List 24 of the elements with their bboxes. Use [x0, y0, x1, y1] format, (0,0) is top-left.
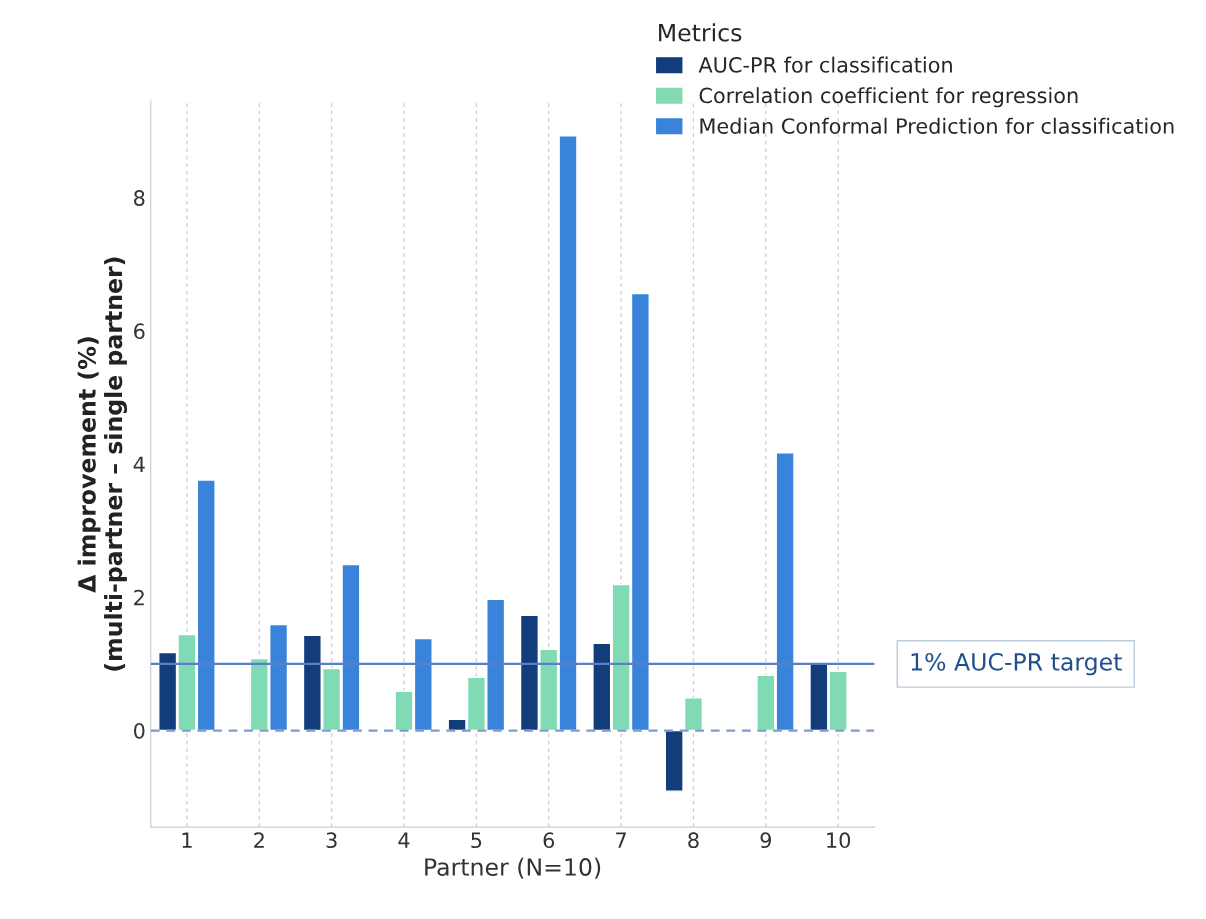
bar — [683, 697, 704, 732]
y-tick-label: 8 — [134, 190, 145, 206]
legend-label: Correlation coefficient for regression — [699, 87, 1078, 108]
x-tick-label: 10 — [827, 832, 851, 849]
x-tick-label: 4 — [398, 832, 410, 848]
x-tick-label: 6 — [543, 832, 555, 849]
x-axis-title: Partner (N=10) — [425, 857, 601, 879]
y-tick-label: 4 — [133, 456, 145, 473]
legend-label: AUC-PR for classification — [698, 56, 952, 73]
bar — [664, 729, 684, 792]
x-tick-label: 5 — [471, 832, 482, 849]
legend-label: Median Conformal Prediction for classification — [700, 117, 1174, 134]
x-tick-label: 2 — [254, 832, 264, 848]
x-tick-label: 8 — [688, 832, 699, 849]
y-tick-label: 2 — [134, 589, 144, 606]
y-tick-label: 6 — [134, 323, 145, 340]
y-axis-title: Δ improvement (%) (multi-partner – single partner) — [77, 257, 128, 671]
x-tick-label: 7 — [616, 832, 626, 848]
x-tick-label: 3 — [326, 832, 337, 849]
legend-title: Metrics — [659, 23, 742, 42]
y-tick-label: 0 — [134, 722, 145, 739]
x-tick-label: 1 — [182, 832, 192, 848]
x-tick-label: 9 — [760, 832, 771, 849]
ref-line-label: 1% AUC-PR target — [911, 652, 1122, 676]
